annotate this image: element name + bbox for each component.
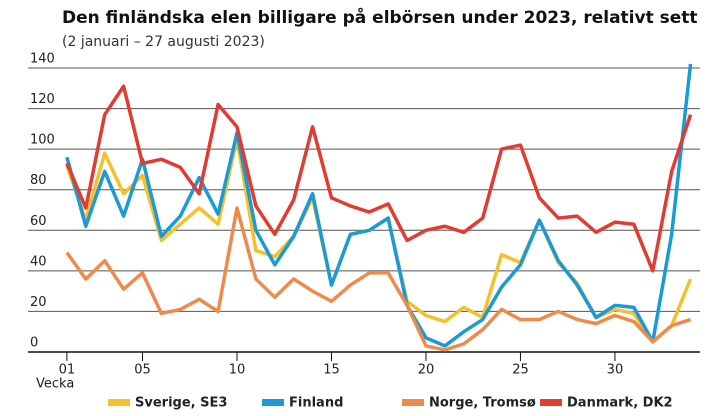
y-tick-label: 100: [30, 133, 55, 148]
x-tick-label: 05: [134, 363, 151, 378]
chart-title: Den finländska elen billigare på elbörse…: [62, 6, 698, 28]
legend-label: Finland: [289, 396, 343, 411]
series-line: [65, 63, 693, 348]
legend-label: Norge, Tromsø: [429, 396, 536, 411]
legend-swatch: [262, 399, 284, 406]
legend-swatch: [402, 399, 424, 406]
x-tick-label: 01: [59, 363, 76, 378]
y-tick-label: 60: [30, 214, 47, 229]
y-tick-label: 120: [30, 92, 55, 107]
chart-subtitle: (2 januari – 27 augusti 2023): [62, 34, 265, 50]
series-line: [65, 206, 692, 352]
y-tick-label: 0: [30, 336, 38, 351]
x-tick-label: 25: [512, 363, 529, 378]
legend-swatch: [540, 399, 562, 406]
legend-label: Sverige, SE3: [135, 396, 227, 411]
legend-label: Danmark, DK2: [567, 396, 673, 411]
y-tick-label: 140: [30, 52, 55, 67]
y-tick-label: 80: [30, 173, 47, 188]
y-tick-label: 20: [30, 295, 47, 310]
x-tick-label: 30: [607, 363, 624, 378]
legend-swatch: [108, 399, 130, 406]
x-tick-label: 20: [418, 363, 435, 378]
x-axis-label: Vecka: [36, 377, 74, 392]
y-tick-label: 40: [30, 254, 47, 269]
x-tick-label: 10: [229, 363, 246, 378]
series-line: [65, 84, 693, 273]
x-tick-label: 15: [323, 363, 340, 378]
